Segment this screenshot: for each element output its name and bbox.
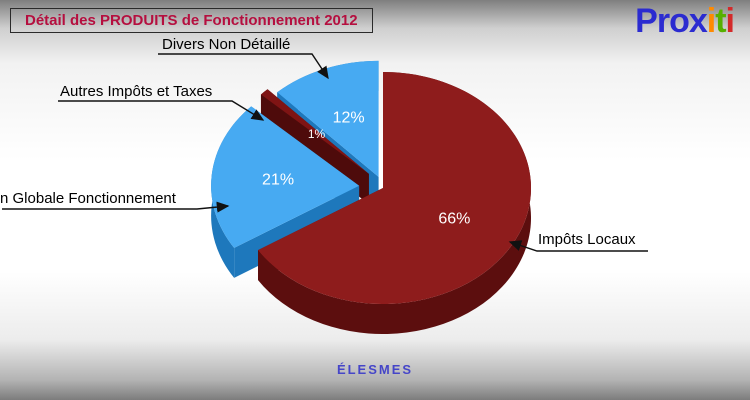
logo-letter: o [669, 2, 690, 40]
logo-letter: t [715, 2, 726, 40]
commune-name: ÉLESMES [336, 362, 414, 377]
pie-percent-label: 1% [308, 127, 326, 141]
callout-line-dotation [2, 201, 230, 213]
callout-line-autres [58, 100, 265, 121]
logo-letter: i [725, 2, 736, 40]
label-impots-locaux: Impôts Locaux [538, 231, 636, 248]
logo-letter: i [706, 2, 717, 40]
label-dotation-globale: n Globale Fonctionnement [0, 190, 176, 207]
pie-slice-face [258, 72, 531, 304]
callout-line-divers [158, 53, 329, 80]
chart-title-text: Détail des PRODUITS de Fonctionnement 20… [25, 12, 358, 29]
logo-letter: P [635, 2, 658, 40]
pie-percent-label: 21% [262, 172, 294, 189]
pie-slice-face [277, 60, 379, 177]
pie-percent-label: 66% [438, 211, 470, 228]
proxiti-logo: Proxiti [635, 2, 736, 41]
pie-slice-face [211, 106, 360, 248]
pie-percent-label: 12% [333, 110, 365, 127]
logo-letter: x [688, 2, 708, 40]
logo-letter: r [656, 2, 670, 40]
pie-slice-face [260, 89, 369, 174]
callout-line-impots [508, 240, 648, 252]
label-autres-impots-taxes: Autres Impôts et Taxes [60, 83, 213, 100]
chart-title: Détail des PRODUITS de Fonctionnement 20… [10, 8, 373, 33]
label-divers-non-detaille: Divers Non Détaillé [162, 36, 291, 53]
